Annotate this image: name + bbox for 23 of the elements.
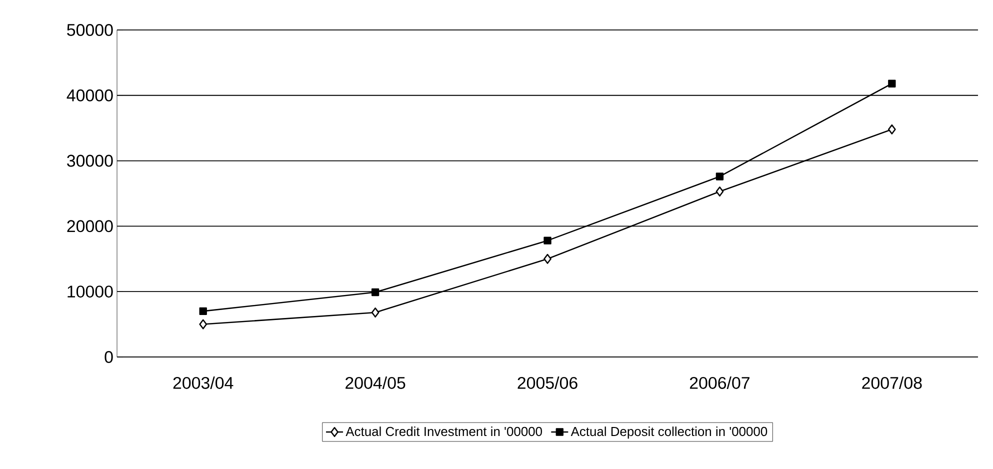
x-tick-label: 2005/06 xyxy=(518,376,578,389)
y-tick-label: 20000 xyxy=(67,220,113,232)
y-tick-label: 30000 xyxy=(67,154,113,167)
y-tick-label: 0 xyxy=(104,350,113,363)
x-tick-label: 2003/04 xyxy=(173,376,234,389)
point xyxy=(199,319,208,330)
y-tick-label: 10000 xyxy=(68,286,113,298)
x-tick-label: 2007/08 xyxy=(862,376,922,389)
point xyxy=(371,288,380,296)
point xyxy=(888,124,896,134)
point xyxy=(544,254,552,264)
point xyxy=(544,236,552,244)
point xyxy=(199,307,207,316)
y-tick-label: 40000 xyxy=(66,89,113,102)
point xyxy=(371,307,380,318)
x-tick-label: 2006/07 xyxy=(690,376,750,389)
y-tick-label: 50000 xyxy=(67,24,113,36)
point xyxy=(716,172,724,180)
legend-label: Actual Deposit collection in '00000 xyxy=(570,426,768,439)
point xyxy=(888,80,896,88)
legend-label: Actual Credit Investment in '00000 xyxy=(346,426,542,436)
x-tick-label: 2004/05 xyxy=(346,376,406,389)
point xyxy=(716,186,724,197)
